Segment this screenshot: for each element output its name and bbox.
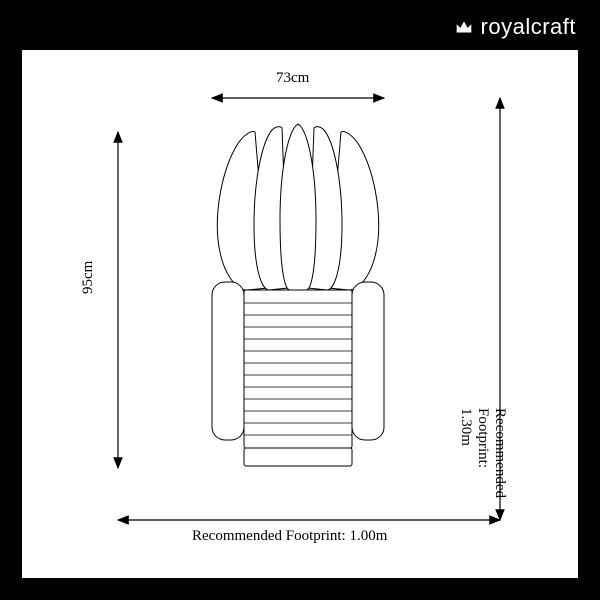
crown-icon (453, 16, 475, 38)
dim-label-height: 95cm (80, 261, 97, 294)
brand-logo: royalcraft (453, 14, 576, 40)
dim-label-footprint-h: Recommended Footprint: 1.30m (457, 408, 508, 498)
dim-label-width: 73cm (276, 70, 309, 87)
dim-label-footprint-w: Recommended Footprint: 1.00m (192, 528, 387, 545)
frame: royalcraft (0, 0, 600, 600)
chair-drawing (212, 124, 384, 466)
brand-name: royalcraft (481, 14, 576, 40)
diagram-panel: 73cm 95cm Recommended Footprint: 1.00m R… (22, 50, 578, 578)
dimension-diagram (22, 50, 578, 578)
